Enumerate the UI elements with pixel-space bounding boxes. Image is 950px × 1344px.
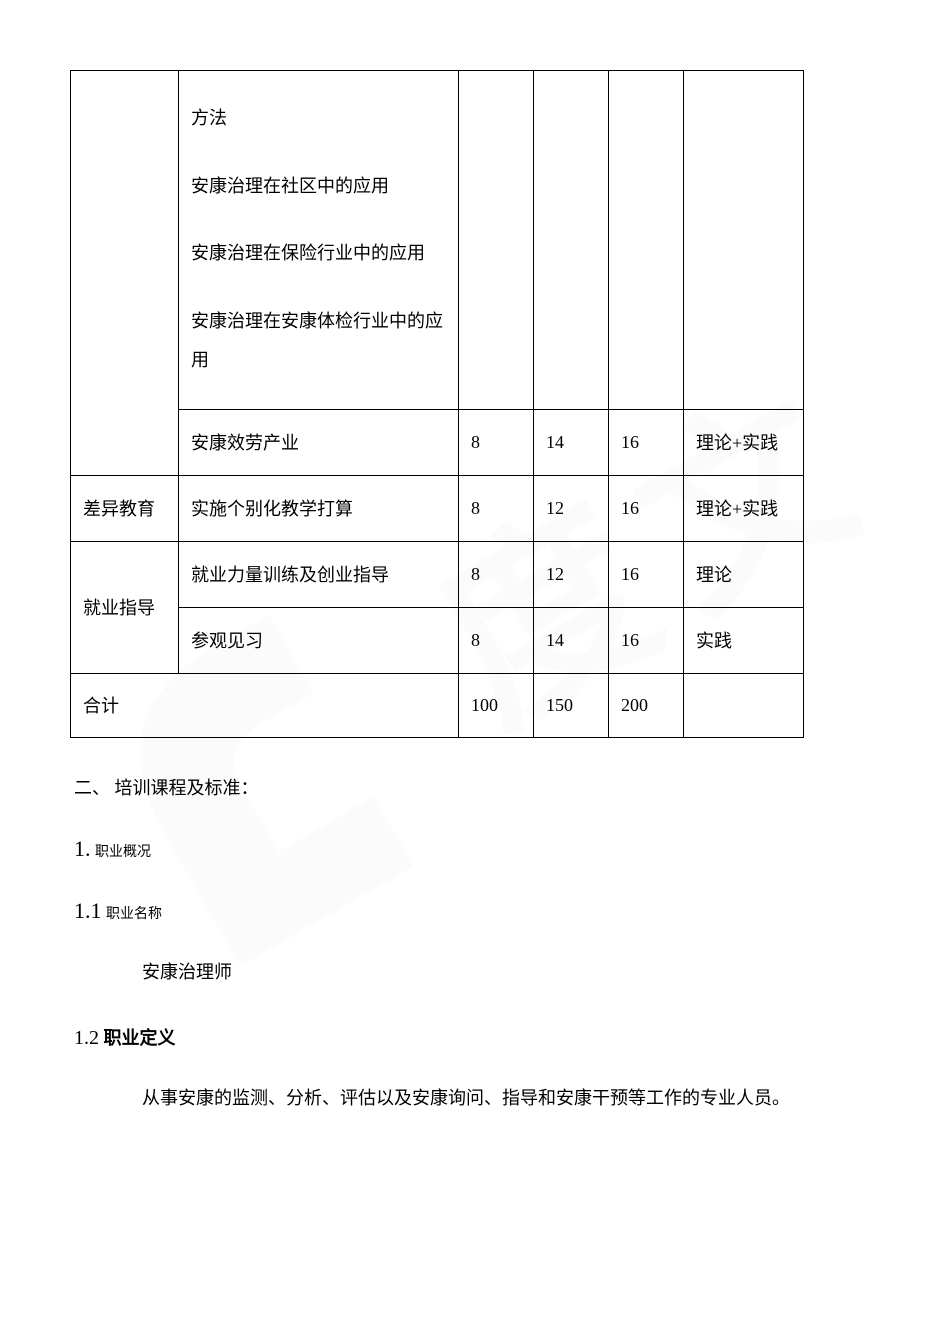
subsection-label: 职业概况 xyxy=(95,845,151,860)
cell-text: 理论+实践 xyxy=(684,429,803,455)
table-row: 方法 安康治理在社区中的应用 安康治理在保险行业中的应用 安康治理在安康体检行业… xyxy=(71,71,804,410)
cell-value: 8 xyxy=(459,564,533,585)
cell-value: 8 xyxy=(459,630,533,651)
cell-text: 安康效劳产业 xyxy=(179,429,458,455)
subsection-1-1: 1.1 职业名称 xyxy=(70,898,860,924)
cell-text: 实践 xyxy=(684,627,803,653)
body-text: 从事安康的监测、分析、评估以及安康询问、指导和安康干预等工作的专业人员。 xyxy=(70,1084,860,1110)
subsection-number: 1. xyxy=(74,836,91,861)
cell-text: 参观见习 xyxy=(179,627,458,653)
cell-text: 安康治理在社区中的应用 xyxy=(191,167,446,207)
table-row: 就业指导 就业力量训练及创业指导 8 12 16 理论 xyxy=(71,541,804,607)
cell-text: 实施个别化教学打算 xyxy=(179,495,458,521)
total-label: 合计 xyxy=(71,692,458,718)
cell-text: 就业指导 xyxy=(71,594,178,620)
cell-value: 12 xyxy=(534,498,608,519)
subsection-1: 1. 职业概况 xyxy=(70,836,860,862)
table-total-row: 合计 100 150 200 xyxy=(71,673,804,737)
cell-value: 14 xyxy=(534,432,608,453)
cell-value: 16 xyxy=(609,432,683,453)
cell-text: 方法 xyxy=(191,99,446,139)
cell-value: 16 xyxy=(609,498,683,519)
cell-text: 安康治理在保险行业中的应用 xyxy=(191,234,446,274)
cell-value: 16 xyxy=(609,564,683,585)
table-row: 参观见习 8 14 16 实践 xyxy=(71,607,804,673)
table-row: 安康效劳产业 8 14 16 理论+实践 xyxy=(71,409,804,475)
cell-text: 理论 xyxy=(684,561,803,587)
subsection-number: 1.1 xyxy=(74,898,102,923)
table-row: 差异教育 实施个别化教学打算 8 12 16 理论+实践 xyxy=(71,475,804,541)
subsection-1-2: 1.2 职业定义 xyxy=(70,1024,860,1050)
cell-value: 150 xyxy=(534,695,608,716)
cell-text: 安康治理在安康体检行业中的应用 xyxy=(191,302,446,381)
cell-text: 就业力量训练及创业指导 xyxy=(179,561,458,587)
cell-value: 16 xyxy=(609,630,683,651)
cell-value: 8 xyxy=(459,432,533,453)
cell-value: 12 xyxy=(534,564,608,585)
subsection-label: 职业定义 xyxy=(104,1028,176,1048)
section-heading-2: 二、 培训课程及标准： xyxy=(70,774,860,800)
cell-value: 100 xyxy=(459,695,533,716)
curriculum-table: 方法 安康治理在社区中的应用 安康治理在保险行业中的应用 安康治理在安康体检行业… xyxy=(70,70,804,738)
cell-value: 14 xyxy=(534,630,608,651)
cell-text: 差异教育 xyxy=(71,495,178,521)
body-text: 安康治理师 xyxy=(70,958,860,984)
cell-text: 理论+实践 xyxy=(684,495,803,521)
subsection-number: 1.2 xyxy=(74,1027,99,1049)
subsection-label: 职业名称 xyxy=(106,907,162,922)
cell-value: 8 xyxy=(459,498,533,519)
cell-value: 200 xyxy=(609,695,683,716)
